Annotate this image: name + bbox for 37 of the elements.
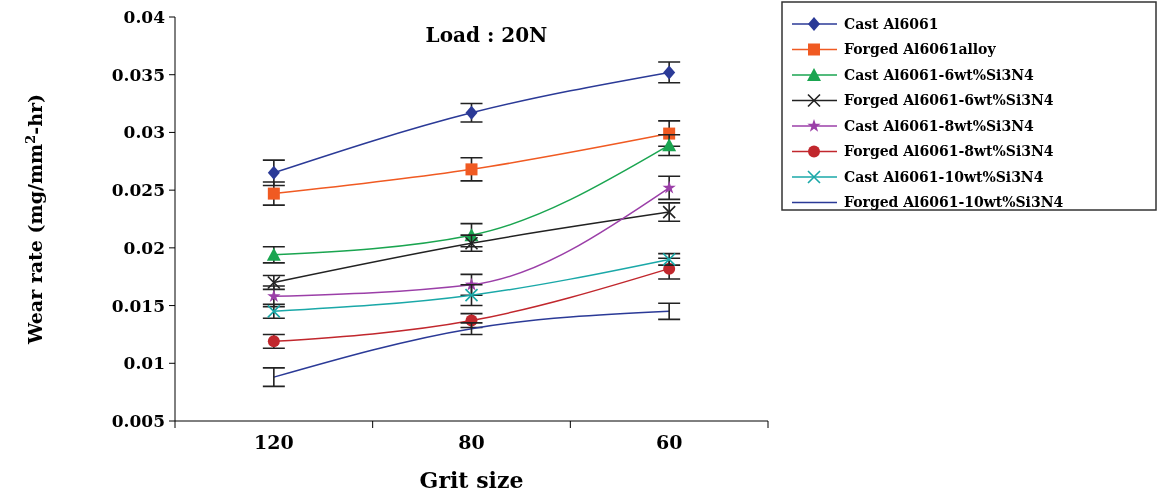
y-tick-label: 0.01 <box>123 353 165 374</box>
legend-label: Cast Al6061-8wt%Si3N4 <box>844 117 1034 134</box>
point <box>267 335 280 348</box>
legend-label: Forged Al6061alloy <box>844 41 997 58</box>
y-tick-label: 0.025 <box>111 180 165 201</box>
point <box>662 205 676 219</box>
legend-label: Cast Al6061-6wt%Si3N4 <box>844 66 1034 83</box>
point <box>662 138 677 152</box>
x-tick-label: 120 <box>254 431 294 453</box>
point <box>267 165 280 180</box>
point <box>662 180 676 194</box>
legend-label: Forged Al6061-10wt%Si3N4 <box>844 194 1064 211</box>
y-tick-label: 0.02 <box>123 237 165 258</box>
y-tick-label: 0.03 <box>123 122 165 143</box>
point <box>267 289 281 302</box>
legend-label: Forged Al6061-8wt%Si3N4 <box>844 143 1054 160</box>
point <box>267 187 280 200</box>
point <box>464 288 479 302</box>
y-tick-label: 0.015 <box>111 295 165 316</box>
y-tick-label: 0.04 <box>123 6 166 27</box>
point <box>662 252 676 267</box>
point <box>663 65 676 80</box>
x-tick-label: 80 <box>458 431 485 453</box>
legend-label: Cast Al6061-10wt%Si3N4 <box>844 168 1044 185</box>
y-tick-label: 0.005 <box>111 410 165 431</box>
x-tick-label: 60 <box>655 431 683 453</box>
x-axis-title: Grit size <box>419 467 524 493</box>
point <box>464 236 479 251</box>
y-tick-label: 0.035 <box>111 64 165 85</box>
chart-title: Load : 20N <box>425 23 548 47</box>
legend-label: Forged Al6061-6wt%Si3N4 <box>844 92 1054 109</box>
point <box>267 275 281 290</box>
legend-label: Cast Al6061 <box>844 15 939 32</box>
point <box>465 105 478 120</box>
point <box>266 247 281 261</box>
point <box>465 163 478 176</box>
point <box>267 304 281 319</box>
